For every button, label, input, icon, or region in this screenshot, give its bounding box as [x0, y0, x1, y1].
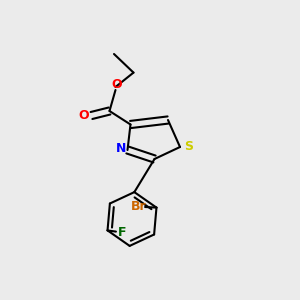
- Text: S: S: [184, 140, 193, 154]
- Text: N: N: [116, 142, 127, 155]
- Text: Br: Br: [131, 200, 146, 213]
- Text: O: O: [79, 109, 89, 122]
- Text: F: F: [118, 226, 126, 239]
- Text: O: O: [112, 77, 122, 91]
